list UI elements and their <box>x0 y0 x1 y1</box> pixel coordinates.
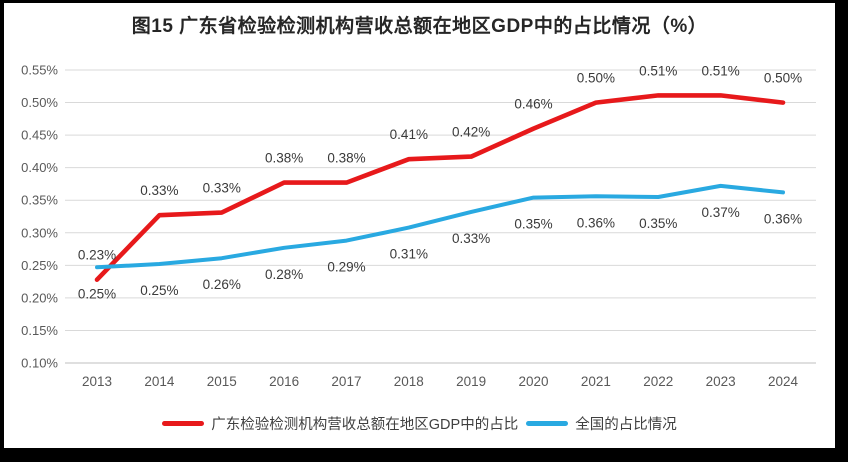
data-label: 0.28% <box>265 267 303 282</box>
y-axis-tick-label: 0.45% <box>21 128 58 143</box>
series-line-national <box>95 183 785 270</box>
y-axis-tick-label: 0.10% <box>21 356 58 371</box>
data-label: 0.25% <box>140 283 178 298</box>
chart-legend: 广东检验检测机构营收总额在地区GDP中的占比 全国的占比情况 <box>4 409 835 437</box>
blue-line-swatch-icon <box>526 420 569 426</box>
y-axis-tick-label: 0.20% <box>21 290 58 305</box>
x-axis-label: 2020 <box>519 374 549 389</box>
legend-item-national: 全国的占比情况 <box>526 413 677 434</box>
series-line-guangdong <box>94 93 786 283</box>
data-label: 0.33% <box>452 231 490 246</box>
data-label: 0.38% <box>265 151 303 166</box>
data-label: 0.35% <box>514 217 552 232</box>
data-label: 0.50% <box>764 71 802 86</box>
data-label: 0.25% <box>78 286 116 301</box>
data-label: 0.33% <box>203 181 241 196</box>
x-axis-label: 2018 <box>394 374 424 389</box>
x-axis-label: 2017 <box>331 374 361 389</box>
chart-title: 图15 广东省检验检测机构营收总额在地区GDP中的占比情况（%） <box>131 16 708 37</box>
x-axis-label: 2019 <box>456 374 486 389</box>
data-label: 0.50% <box>577 71 615 86</box>
x-axis-label: 2016 <box>269 374 299 389</box>
data-label: 0.38% <box>327 151 365 166</box>
data-label: 0.36% <box>577 215 615 230</box>
red-line-swatch-icon <box>162 420 205 426</box>
data-label: 0.35% <box>639 216 677 231</box>
x-axis-label: 2024 <box>768 374 799 389</box>
y-axis-tick-label: 0.55% <box>21 63 58 78</box>
x-axis-label: 2023 <box>706 374 736 389</box>
data-label: 0.37% <box>701 205 739 220</box>
data-label: 0.51% <box>639 63 677 78</box>
data-label: 0.41% <box>390 127 428 142</box>
data-label: 0.31% <box>390 247 428 262</box>
y-axis-tick-label: 0.25% <box>21 258 58 273</box>
data-label: 0.46% <box>514 97 552 112</box>
data-label: 0.51% <box>701 63 739 78</box>
y-axis-tick-label: 0.40% <box>21 160 58 175</box>
y-axis-tick-label: 0.30% <box>21 225 58 240</box>
data-label: 0.26% <box>203 277 241 292</box>
y-axis-tick-label: 0.15% <box>21 323 58 338</box>
data-label: 0.29% <box>327 260 365 275</box>
data-label: 0.36% <box>764 211 802 226</box>
x-axis-label: 2013 <box>82 374 112 389</box>
legend-label-national: 全国的占比情况 <box>575 416 677 433</box>
data-label: 0.42% <box>452 125 490 140</box>
y-axis-tick-label: 0.35% <box>21 193 58 208</box>
legend-item-guangdong: 广东检验检测机构营收总额在地区GDP中的占比 <box>162 413 518 434</box>
data-label: 0.23% <box>78 248 116 263</box>
x-axis-label: 2015 <box>207 374 237 389</box>
x-axis-label: 2021 <box>581 374 611 389</box>
y-axis-tick-label: 0.50% <box>21 95 58 110</box>
data-label: 0.33% <box>140 183 178 198</box>
x-axis-label: 2014 <box>144 374 175 389</box>
legend-label-guangdong: 广东检验检测机构营收总额在地区GDP中的占比 <box>211 416 519 433</box>
x-axis-label: 2022 <box>643 374 673 389</box>
